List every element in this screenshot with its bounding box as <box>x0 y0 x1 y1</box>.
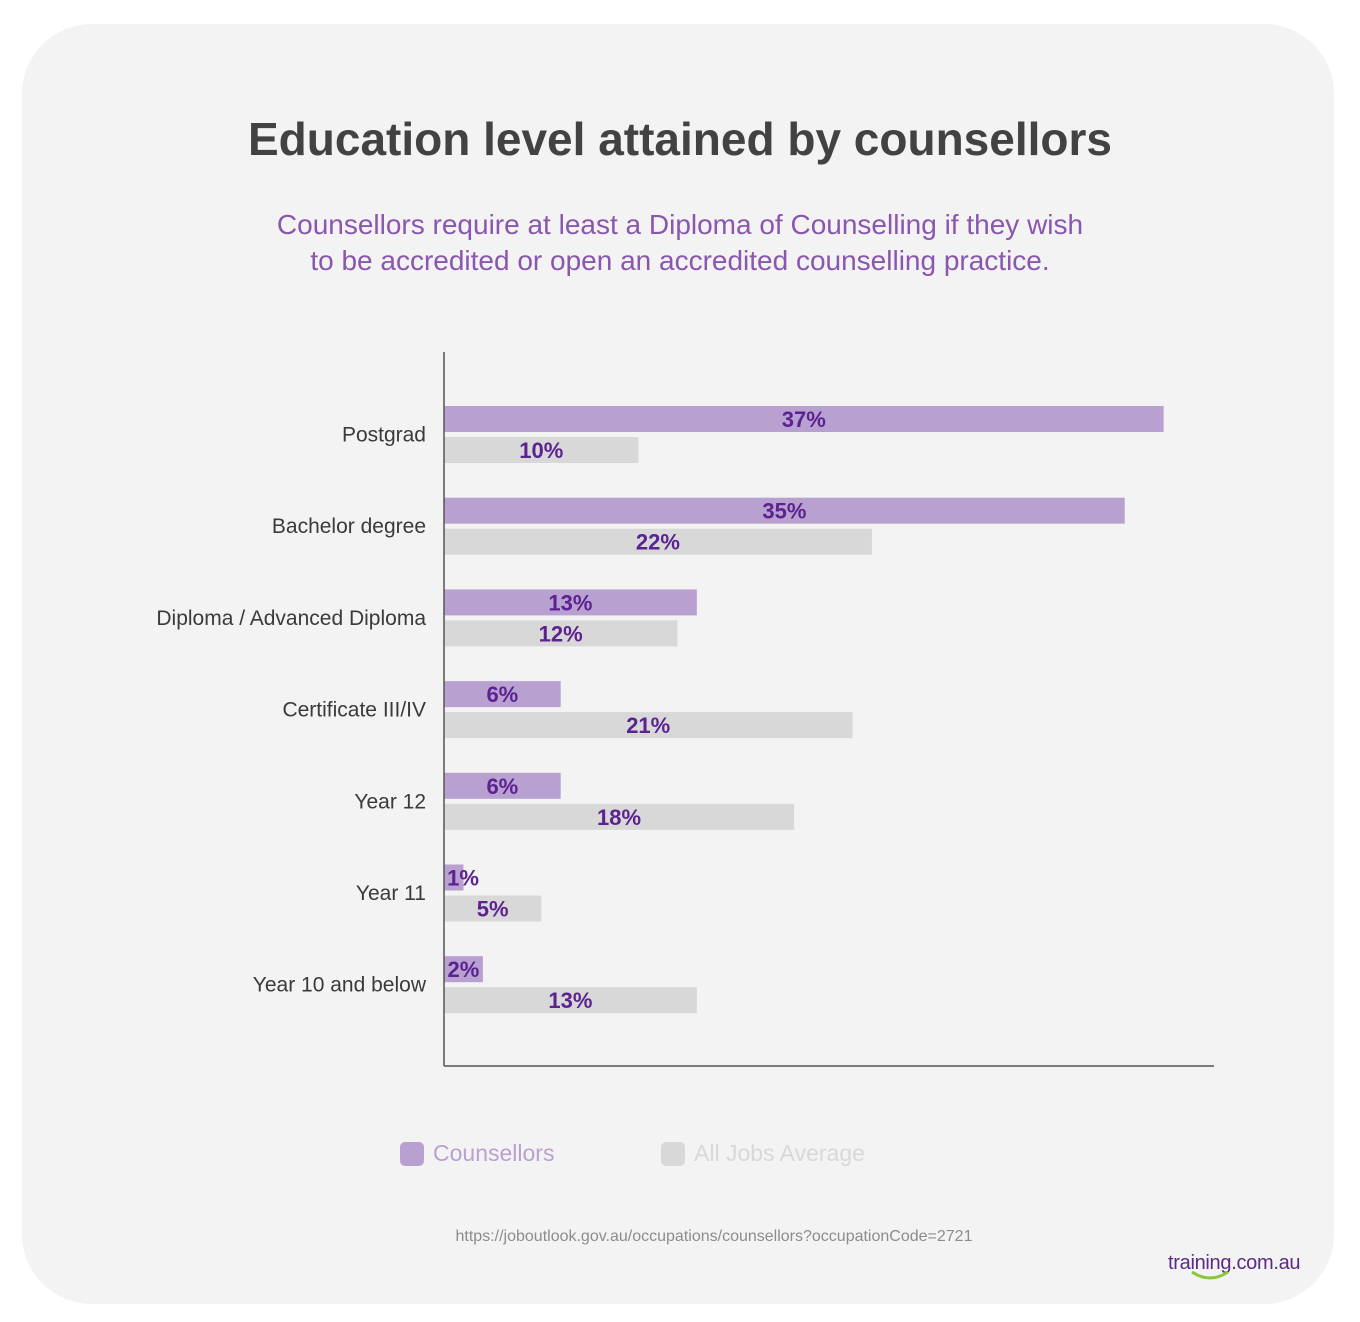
bar-counsellors <box>444 406 1164 432</box>
data-label: 22% <box>636 530 680 555</box>
bar-all-jobs <box>444 987 697 1014</box>
bar-all-jobs <box>444 712 853 739</box>
bar-counsellors <box>444 864 464 891</box>
bar-all-jobs <box>444 528 872 555</box>
legend-label-all-jobs: All Jobs Average <box>694 1140 865 1166</box>
training-logo: training.com.au <box>1168 1252 1301 1274</box>
legend-item-counsellors: Counsellors <box>400 1140 554 1167</box>
chart-card <box>22 24 1334 1304</box>
category-label: Postgrad <box>342 424 426 447</box>
legend-item-all-jobs: All Jobs Average <box>661 1140 865 1167</box>
data-label: 6% <box>486 774 518 799</box>
data-label: 6% <box>486 682 518 707</box>
bar-all-jobs <box>444 895 542 922</box>
chart-subtitle: Counsellors require at least a Diploma o… <box>240 207 1120 279</box>
subtitle-line-1: Counsellors require at least a Diploma o… <box>276 209 1084 240</box>
legend-swatch-all-jobs <box>661 1141 685 1166</box>
legend-label-counsellors: Counsellors <box>433 1140 555 1166</box>
bar-all-jobs <box>444 620 678 647</box>
bar-all-jobs <box>444 803 795 830</box>
bar-all-jobs <box>444 437 639 463</box>
subtitle-line-2: to be accredited or open an accredited c… <box>310 245 1050 276</box>
data-label: 10% <box>519 438 563 463</box>
data-label: 18% <box>597 805 641 830</box>
category-label: Year 11 <box>356 882 426 905</box>
bar-counsellors <box>444 589 697 616</box>
bar-counsellors <box>444 772 561 799</box>
data-label: 37% <box>782 407 826 432</box>
bar-counsellors <box>444 681 561 708</box>
category-label: Bachelor degree <box>272 515 426 538</box>
category-label: Year 12 <box>354 790 426 813</box>
data-label: 2% <box>448 957 480 982</box>
logo-smile-icon <box>1191 1270 1229 1280</box>
data-label: 21% <box>626 713 670 738</box>
data-label: 13% <box>548 988 592 1013</box>
chart-title: Education level attained by counsellors <box>247 113 1112 165</box>
category-label: Diploma / Advanced Diploma <box>156 607 426 630</box>
source-url: https://joboutlook.gov.au/occupations/co… <box>455 1228 973 1245</box>
data-label: 35% <box>762 499 806 524</box>
bar-counsellors <box>444 497 1125 524</box>
category-label: Certificate III/IV <box>282 699 426 722</box>
data-label: 13% <box>548 590 592 615</box>
data-label: 5% <box>477 897 509 922</box>
legend-swatch-counsellors <box>400 1141 424 1166</box>
data-label: 1% <box>447 866 479 891</box>
bar-counsellors <box>444 956 483 983</box>
category-label: Year 10 and below <box>253 974 427 997</box>
data-label: 12% <box>539 621 583 646</box>
